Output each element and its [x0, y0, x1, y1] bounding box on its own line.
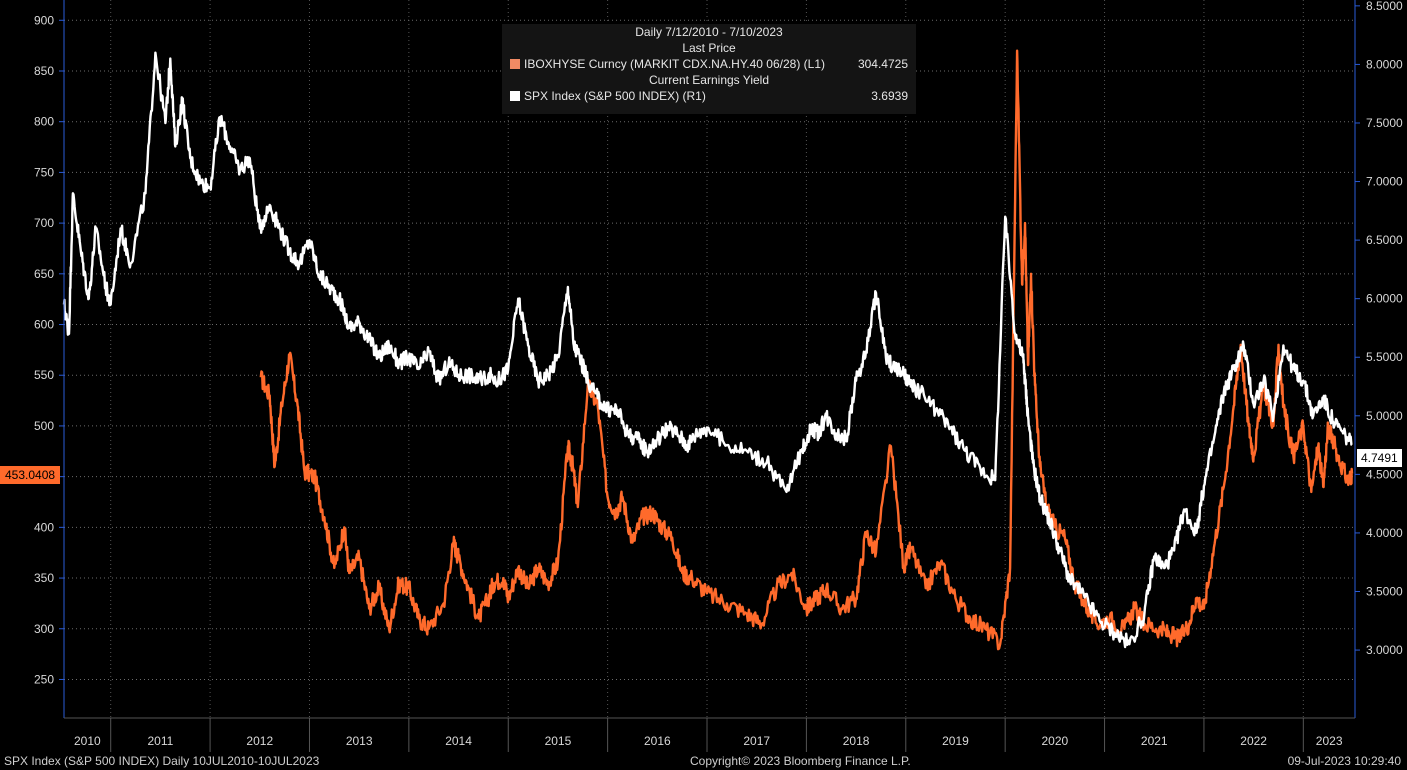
- right-tick-label: 6.0000: [1366, 292, 1403, 306]
- legend-series2[interactable]: SPX Index (S&P 500 INDEX) (R1) 3.6939: [502, 88, 916, 104]
- legend-series1-header: Last Price: [682, 41, 736, 55]
- right-tick-label: 5.5000: [1366, 350, 1403, 364]
- left-tick-label: 650: [34, 267, 54, 281]
- legend-series2-value: 3.6939: [871, 89, 908, 103]
- right-tick-label: 4.5000: [1366, 467, 1403, 481]
- x-tick-label: 2017: [743, 734, 770, 748]
- right-tick-label: 7.0000: [1366, 175, 1403, 189]
- x-tick-label: 2018: [843, 734, 870, 748]
- x-tick-label: 2021: [1141, 734, 1168, 748]
- footer-bar: SPX Index (S&P 500 INDEX) Daily 10JUL201…: [0, 752, 1407, 770]
- footer-security: SPX Index (S&P 500 INDEX) Daily 10JUL201…: [4, 754, 320, 768]
- left-tick-label: 600: [34, 318, 54, 332]
- left-tick-label: 500: [34, 419, 54, 433]
- left-tick-label: 700: [34, 216, 54, 230]
- x-tick-label: 2016: [644, 734, 671, 748]
- x-tick-label: 2019: [942, 734, 969, 748]
- x-tick-label: 2020: [1042, 734, 1069, 748]
- left-tick-label: 850: [34, 64, 54, 78]
- legend-series1-label: IBOXHYSE Curncy (MARKIT CDX.NA.HY.40 06/…: [524, 57, 825, 71]
- legend-swatch-orange: [510, 59, 520, 69]
- x-tick-label: 2011: [147, 734, 173, 748]
- x-tick-label: 2013: [346, 734, 373, 748]
- right-tick-label: 3.0000: [1366, 643, 1403, 657]
- left-tick-label: 400: [34, 520, 54, 534]
- left-tick-label: 750: [34, 165, 54, 179]
- legend-swatch-white: [510, 91, 520, 101]
- left-value-tag: 453.0408: [0, 466, 61, 484]
- series-hy-cdx-line: [259, 49, 1354, 651]
- legend-series1-value: 304.4725: [857, 57, 908, 71]
- x-tick-label: 2014: [445, 734, 472, 748]
- left-tick-label: 800: [34, 115, 54, 129]
- right-value-tag: 4.7491: [1357, 449, 1402, 467]
- right-tick-label: 3.5000: [1366, 585, 1403, 599]
- x-tick-label: 2012: [246, 734, 273, 748]
- footer-copyright: Copyright© 2023 Bloomberg Finance L.P.: [690, 754, 911, 768]
- x-tick-label: 2010: [74, 734, 101, 748]
- chart-svg: 2503003504004505005506006507007508008509…: [34, 0, 1403, 752]
- left-tick-label: 900: [34, 13, 54, 27]
- right-tick-label: 6.5000: [1366, 233, 1403, 247]
- left-tick-label: 550: [34, 368, 54, 382]
- right-tick-label: 8.5000: [1366, 0, 1403, 13]
- right-tick-label: 5.0000: [1366, 409, 1403, 423]
- x-tick-label: 2015: [545, 734, 572, 748]
- left-tick-label: 350: [34, 571, 54, 585]
- right-tick-label: 8.0000: [1366, 57, 1403, 71]
- series-spx-earnings-yield-line: [62, 51, 1353, 649]
- legend-period: Daily 7/12/2010 - 7/10/2023: [635, 25, 783, 39]
- footer-timestamp: 09-Jul-2023 10:29:40: [1287, 754, 1401, 768]
- legend-series2-label: SPX Index (S&P 500 INDEX) (R1): [524, 89, 706, 103]
- right-tick-label: 7.5000: [1366, 116, 1403, 130]
- legend-series1[interactable]: IBOXHYSE Curncy (MARKIT CDX.NA.HY.40 06/…: [502, 56, 916, 72]
- left-tick-label: 300: [34, 622, 54, 636]
- x-tick-label: 2022: [1240, 734, 1267, 748]
- right-tick-label: 4.0000: [1366, 526, 1403, 540]
- left-tick-label: 250: [34, 672, 54, 686]
- legend-series2-header: Current Earnings Yield: [648, 73, 770, 87]
- x-tick-label: 2023: [1316, 734, 1343, 748]
- legend-box: Daily 7/12/2010 - 7/10/2023 Last Price I…: [502, 24, 916, 114]
